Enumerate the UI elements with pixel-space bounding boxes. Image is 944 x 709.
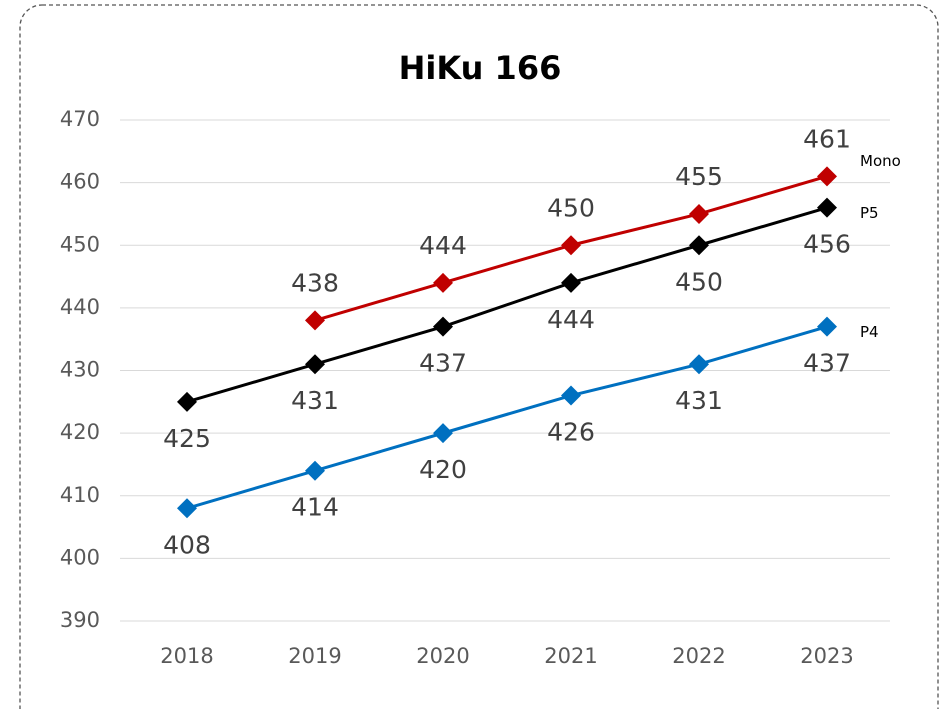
data-label: 450 [547, 193, 595, 222]
marker [177, 498, 197, 519]
marker [817, 316, 837, 337]
x-tick-label: 2023 [800, 644, 853, 668]
data-label: 408 [163, 530, 211, 559]
marker [561, 272, 581, 293]
x-tick-label: 2019 [288, 644, 341, 668]
data-label: 450 [675, 267, 723, 296]
marker [561, 235, 581, 256]
marker [433, 272, 453, 293]
marker [689, 354, 709, 375]
data-label: 431 [675, 386, 723, 415]
data-label: 437 [419, 349, 467, 378]
data-label: 414 [291, 493, 339, 522]
marker [689, 235, 709, 256]
marker [433, 423, 453, 444]
y-tick-label: 410 [60, 483, 100, 507]
data-label: 426 [547, 418, 595, 447]
data-label: 425 [163, 424, 211, 453]
data-label: 420 [419, 455, 467, 484]
data-label: 431 [291, 386, 339, 415]
data-label: 437 [803, 349, 851, 378]
y-tick-label: 390 [60, 608, 100, 632]
marker [433, 316, 453, 337]
series-label: Mono [860, 152, 901, 170]
marker [305, 310, 325, 331]
data-label: 438 [291, 268, 339, 297]
y-tick-label: 450 [60, 232, 100, 256]
series-line [186, 325, 828, 510]
x-tick-label: 2018 [160, 644, 213, 668]
data-label: 455 [675, 162, 723, 191]
x-tick-label: 2021 [544, 644, 597, 668]
marker [305, 354, 325, 375]
marker [177, 391, 197, 412]
series-label: P5 [860, 204, 879, 222]
y-tick-label: 400 [60, 545, 100, 569]
x-tick-label: 2022 [672, 644, 725, 668]
y-tick-label: 420 [60, 420, 100, 444]
data-label: 444 [419, 231, 467, 260]
series-label: P4 [860, 323, 879, 341]
marker [305, 460, 325, 481]
series-line [186, 206, 828, 404]
marker [689, 203, 709, 224]
marker [817, 166, 837, 187]
marker [561, 385, 581, 406]
y-tick-label: 470 [60, 107, 100, 131]
x-tick-label: 2020 [416, 644, 469, 668]
y-tick-label: 440 [60, 295, 100, 319]
chart-border [19, 4, 939, 709]
y-tick-label: 430 [60, 358, 100, 382]
data-label: 456 [803, 230, 851, 259]
marker [817, 197, 837, 218]
data-label: 444 [547, 305, 595, 334]
y-tick-label: 460 [60, 170, 100, 194]
data-label: 461 [803, 124, 851, 153]
chart-title: HiKu 166 [399, 49, 562, 87]
